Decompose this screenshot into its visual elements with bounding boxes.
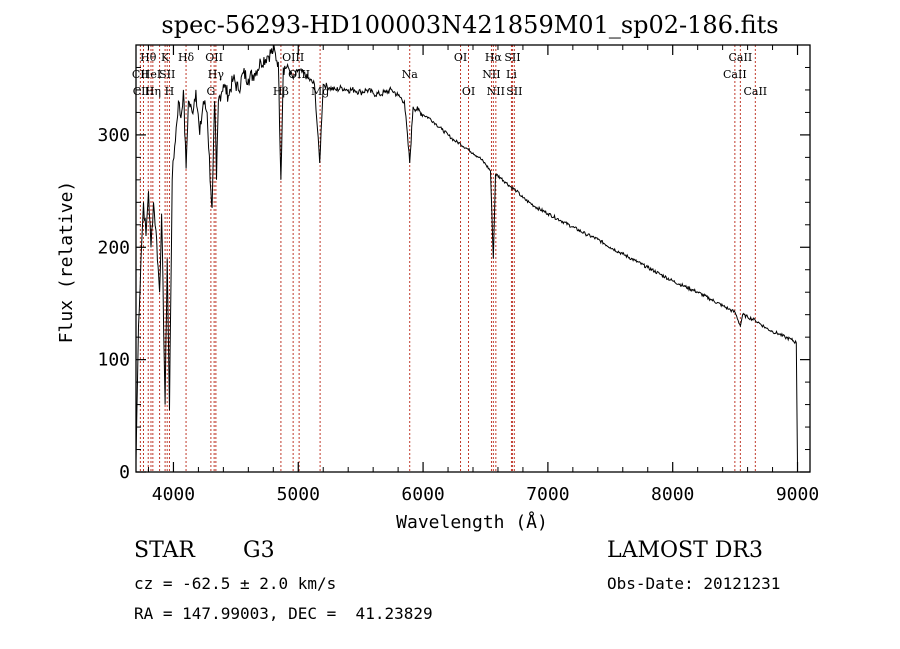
y-tick-label: 100 (97, 350, 130, 371)
y-tick-label: 300 (97, 125, 130, 146)
coordinates-text: RA = 147.99003, DEC = 41.23829 (134, 604, 433, 623)
line-markers (139, 45, 756, 472)
spectrum-series-line (135, 45, 798, 467)
line-marker-label: OI (454, 51, 467, 64)
y-axis-ticks: 0 100 200 300 (97, 66, 810, 483)
y-axis-label: Flux (relative) (56, 181, 77, 344)
line-marker-label: Hθ (140, 51, 157, 64)
chart-title: spec-56293-HD100003N421859M01_sp02-186.f… (161, 11, 778, 39)
line-marker-label: SII (506, 85, 522, 98)
x-tick-label: 5000 (277, 484, 320, 505)
y-tick-label: 200 (97, 237, 130, 258)
line-marker-label: CaII (743, 85, 767, 98)
line-marker-label: CaII (729, 51, 753, 64)
y-tick-label: 0 (119, 462, 130, 483)
line-marker-label: SII (504, 51, 520, 64)
line-marker-label: Hα (485, 51, 503, 64)
line-marker-label: Mg (311, 85, 329, 98)
obs-date-text: Obs-Date: 20121231 (607, 574, 781, 593)
line-marker-label: OIII (282, 51, 304, 64)
line-marker-label: CaII (723, 68, 747, 81)
class-label: STAR (134, 538, 195, 563)
line-marker-label: SII (159, 68, 175, 81)
x-tick-label: 4000 (152, 484, 195, 505)
line-marker-label: NII (487, 85, 505, 98)
x-axis-label: Wavelength (Å) (396, 511, 548, 533)
line-marker-label: CIII (133, 85, 154, 98)
x-tick-label: 9000 (776, 484, 819, 505)
x-axis-ticks: 4000 5000 6000 7000 8000 9000 (147, 45, 819, 505)
plot-frame (135, 44, 811, 473)
x-tick-label: 7000 (526, 484, 569, 505)
line-marker-label: Hη (145, 85, 161, 98)
line-marker-label: HeI (141, 68, 161, 81)
survey-label: LAMOST DR3 (607, 538, 763, 563)
line-marker-label: Hβ (273, 85, 289, 98)
line-marker-label: OI (462, 85, 475, 98)
subclass-label: G3 (243, 538, 275, 563)
line-marker-label: G (206, 85, 215, 98)
line-marker-label: OII (205, 51, 223, 64)
line-marker-label: H (165, 85, 175, 98)
line-marker-label: NII (482, 68, 500, 81)
line-marker-label: Hγ (208, 68, 225, 81)
line-marker-label: K (161, 51, 170, 64)
redshift-text: cz = -62.5 ± 2.0 km/s (134, 574, 337, 593)
x-tick-label: 8000 (651, 484, 694, 505)
x-tick-label: 6000 (401, 484, 444, 505)
line-marker-label: Li (506, 68, 517, 81)
line-marker-label: Hδ (178, 51, 195, 64)
line-marker-label: Na (402, 68, 419, 81)
